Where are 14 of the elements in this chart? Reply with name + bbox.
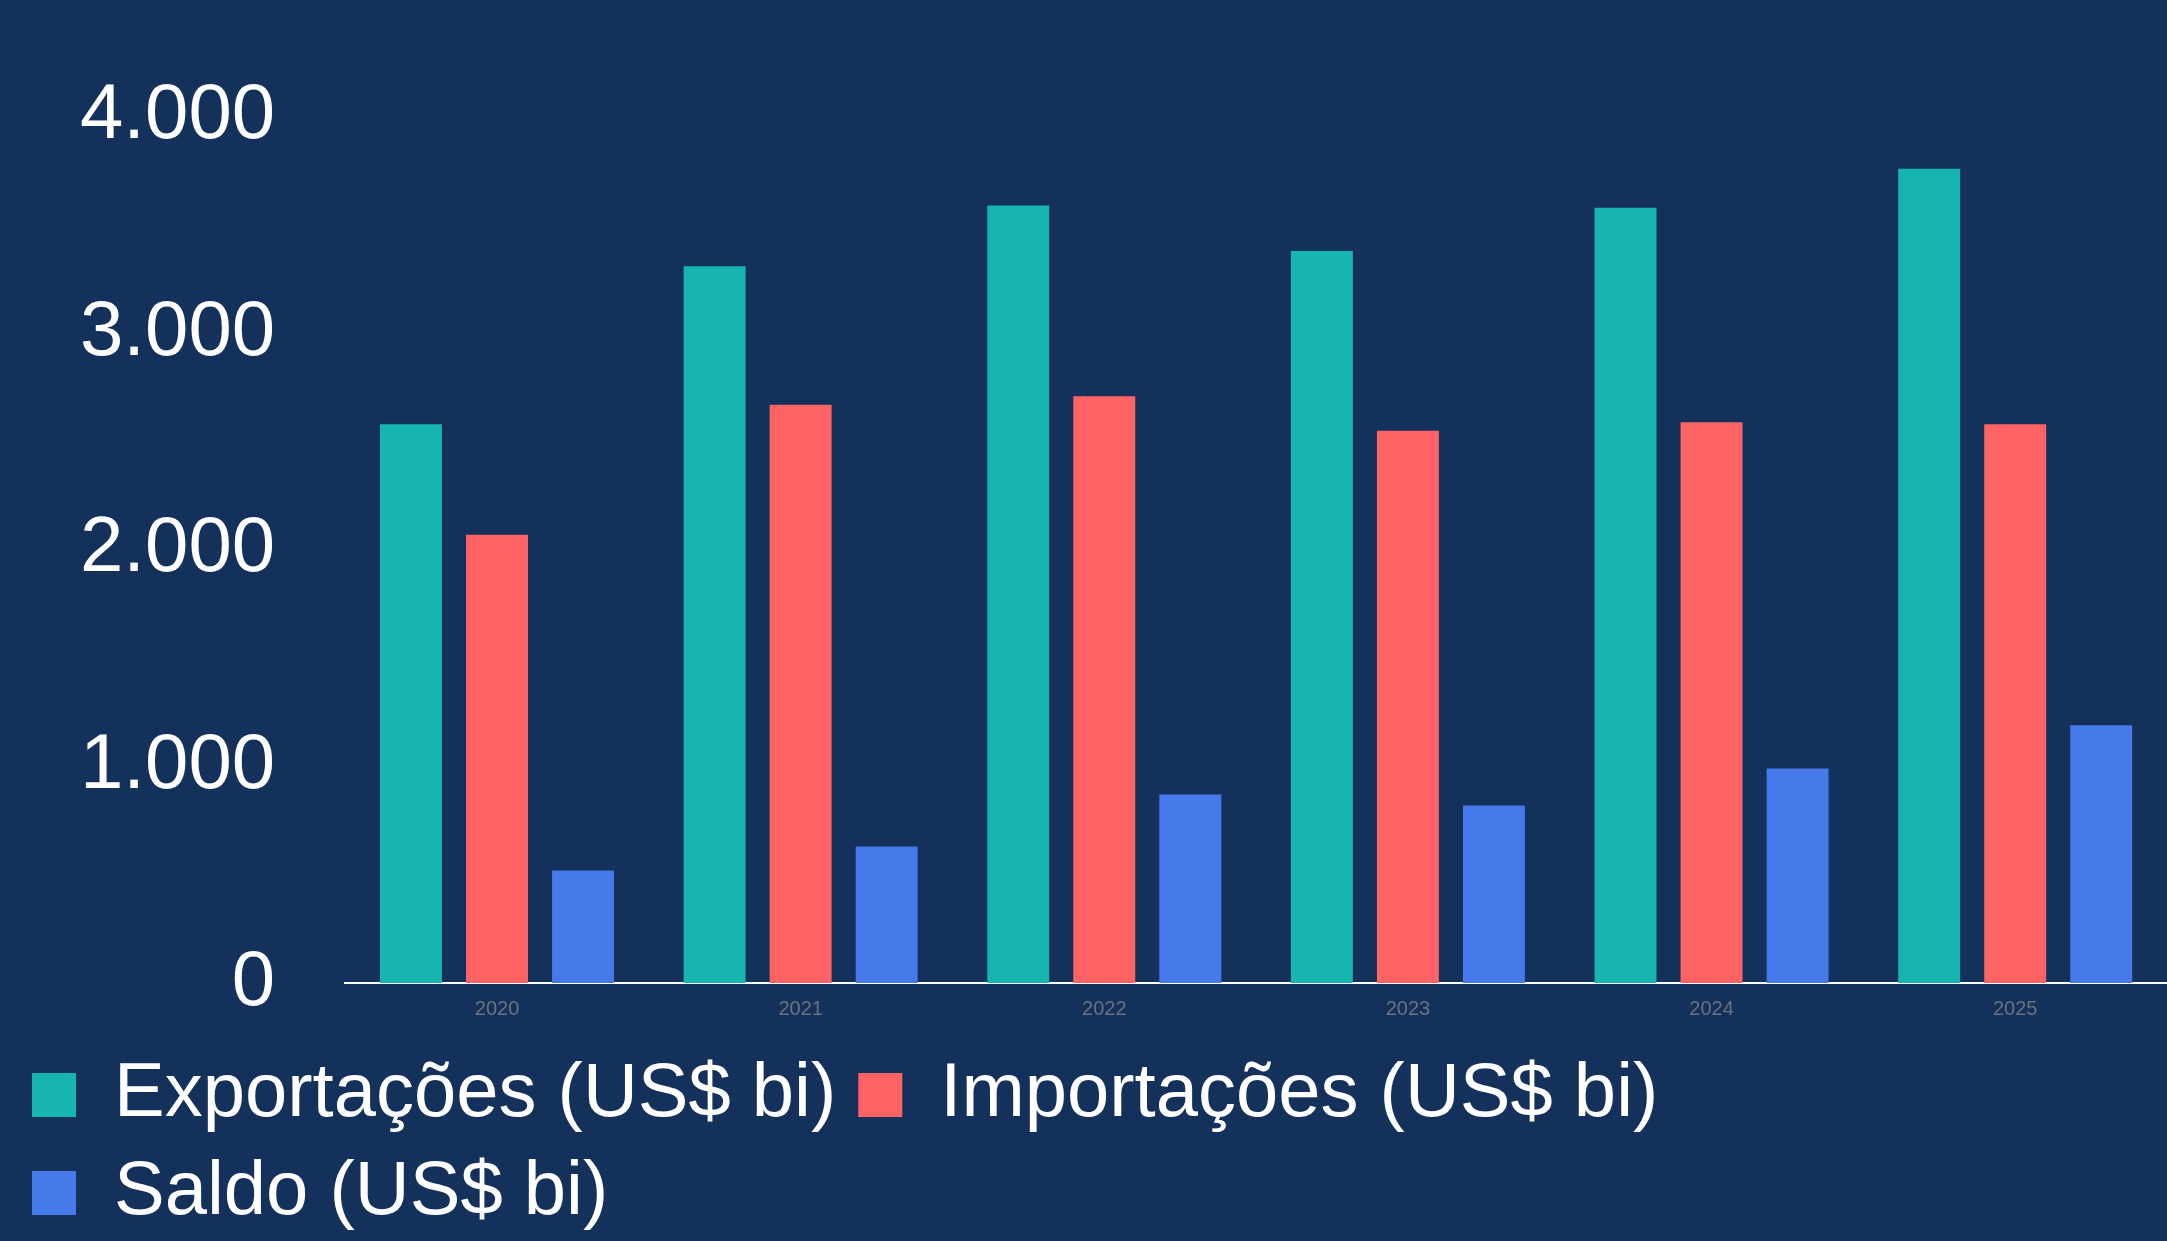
legend-label: Exportações (US$ bi) [114,1046,837,1132]
legend-label: Saldo (US$ bi) [114,1144,609,1230]
x-tick-label: 2022 [1082,996,1127,1019]
y-tick-label: 2.000 [79,500,276,589]
x-tick-label: 2020 [474,996,520,1019]
y-tick-label: 1.000 [79,716,276,805]
y-tick-label: 0 [231,933,276,1022]
y-tick-label: 3.000 [79,283,276,372]
x-tick-label: 2024 [1689,996,1734,1019]
x-tick-label: 2025 [1992,996,2038,1019]
legend-label: Importações (US$ bi) [940,1046,1659,1132]
x-tick-label: 2021 [778,996,823,1019]
x-tick-label: 2023 [1385,996,1431,1019]
y-tick-label: 4.000 [79,67,276,156]
